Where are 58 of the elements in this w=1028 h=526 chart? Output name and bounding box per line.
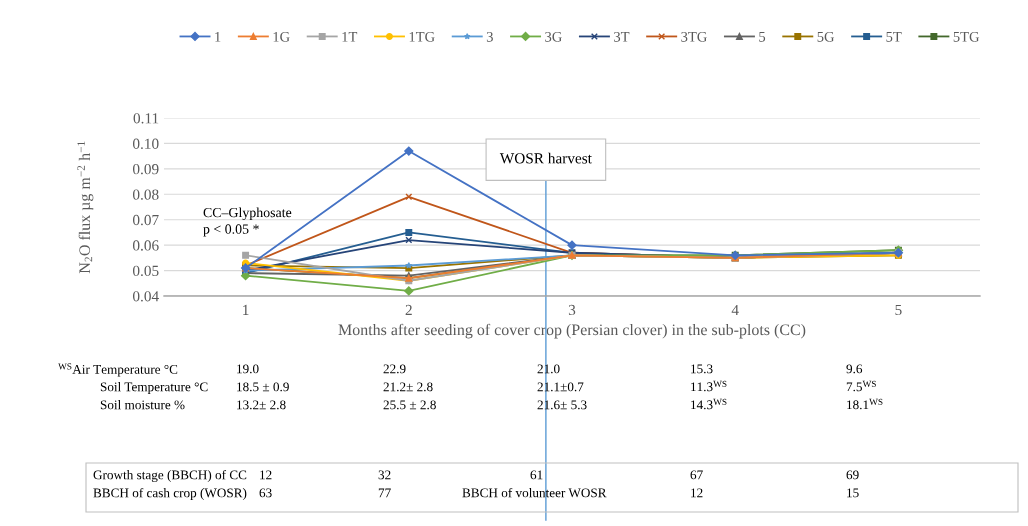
legend-label: 3: [486, 31, 493, 42]
text: 25.5 ± 2.8: [383, 400, 436, 410]
x-tick-label: 2: [405, 304, 412, 315]
legend-label: 5TG: [953, 31, 980, 42]
text: 21.0: [537, 364, 560, 374]
text: 12: [691, 488, 703, 498]
text: 69: [846, 470, 859, 480]
text: 77: [378, 488, 391, 498]
y-tick-label: 0.04: [132, 291, 159, 302]
legend-label: 3G: [545, 31, 562, 42]
y-tick-label: 0.06: [132, 240, 159, 251]
text: 67: [690, 470, 703, 480]
text: 21.2± 2.8: [383, 382, 433, 392]
y-axis-title: N$_{2}$O flux µg m$^{−2}$ h$^{−1}$: [77, 141, 94, 274]
text: 14.3$^{WS}$: [691, 398, 727, 410]
legend-label: 1G: [273, 31, 290, 42]
text: 21.1±0.7: [537, 382, 584, 392]
legend-label: 3T: [614, 31, 630, 42]
legend-label: 1T: [342, 31, 358, 42]
legend-label: 5T: [886, 32, 902, 42]
legend-label: 1: [215, 31, 221, 42]
text: Soil Temperature °C: [100, 382, 208, 394]
text: 18.5 ± 0.9: [237, 382, 289, 392]
text: 32: [378, 470, 391, 480]
legend-label: 3TG: [681, 31, 707, 42]
text: 13.2± 2.8: [237, 400, 286, 410]
x-tick-label: 1: [243, 304, 249, 315]
annotation: CC–Glyphosate p < 0.05 *: [203, 207, 292, 237]
text: $^{WS}$Air Temperature °C: [58, 363, 178, 377]
text: 15.3: [691, 364, 713, 374]
text: 22.9: [383, 364, 406, 374]
text: 7.5$^{WS}$: [846, 380, 876, 392]
text: BBCH of cash crop (WOSR): [93, 487, 247, 501]
legend-label: 5: [759, 32, 766, 42]
text: 11.3$^{WS}$: [691, 380, 727, 392]
y-tick-label: 0.05: [132, 265, 159, 277]
y-tick-label: 0.11: [133, 113, 159, 124]
text: 12: [260, 470, 272, 480]
text: BBCH of volunteer WOSR: [462, 487, 607, 498]
text: Soil moisture %: [100, 400, 185, 410]
text: 21.6± 5.3: [537, 400, 587, 410]
text: 15: [847, 488, 859, 498]
y-tick-label: 0.09: [132, 164, 159, 175]
legend-label: 5G: [817, 31, 835, 42]
x-tick-label: 5: [895, 304, 902, 316]
legend-label: 1TG: [409, 31, 435, 42]
x-tick-label: 4: [731, 304, 739, 315]
ref-line-label: WOSR harvest: [499, 152, 592, 164]
text: 19.0: [237, 364, 259, 374]
text: Growth stage (BBCH) of CC: [93, 469, 247, 483]
text: 61: [530, 470, 543, 480]
y-tick-label: 0.07: [132, 214, 159, 226]
text: 18.1$^{WS}$: [847, 398, 883, 410]
text: 63: [259, 488, 272, 498]
y-tick-label: 0.10: [132, 138, 159, 149]
x-tick-label: 3: [568, 304, 576, 316]
y-tick-label: 0.08: [132, 189, 159, 200]
text: 9.6: [846, 364, 863, 374]
